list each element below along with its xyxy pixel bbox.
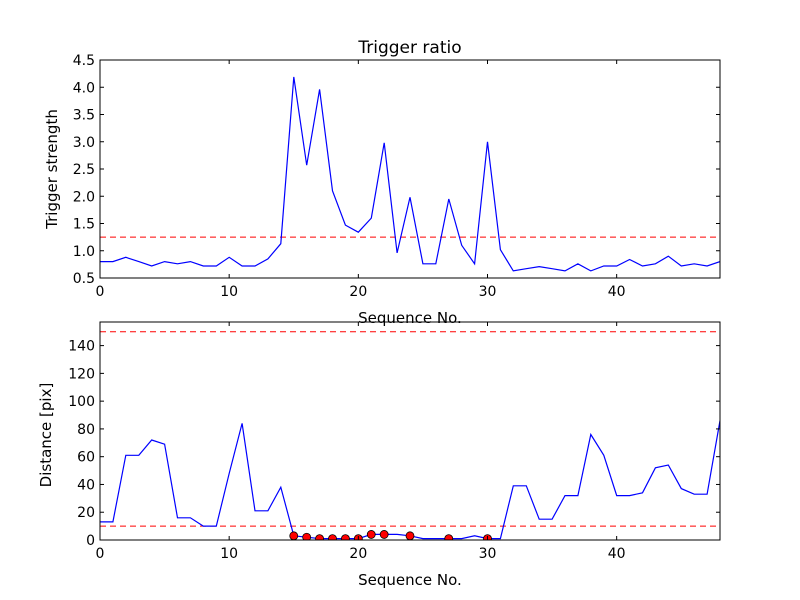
y-tick-label: 60 — [77, 450, 95, 466]
x-tick-label: 30 — [479, 284, 497, 300]
x-tick-label: 40 — [608, 284, 626, 300]
trigger-ratio-plot: Trigger ratio Sequence No. Trigger stren… — [43, 38, 721, 327]
data-point — [315, 534, 324, 540]
x-tick-label: 10 — [220, 546, 238, 562]
y-tick-label: 140 — [68, 339, 95, 355]
plot-title: Trigger ratio — [357, 38, 461, 58]
plot-area — [100, 76, 720, 272]
axes-frame — [99, 321, 721, 541]
y-tick-label: 40 — [77, 477, 95, 493]
y-tick-label: 0.5 — [73, 271, 95, 287]
x-tick-label: 20 — [349, 284, 367, 300]
x-tick-label: 40 — [608, 546, 626, 562]
x-tick-label: 0 — [96, 546, 105, 562]
y-tick-label: 1.5 — [73, 217, 95, 233]
x-tick-label: 20 — [349, 546, 367, 562]
y-tick-label: 4.5 — [73, 53, 95, 69]
y-tick-label: 4.0 — [73, 80, 95, 96]
series-line — [100, 420, 720, 540]
x-tick-label: 10 — [220, 284, 238, 300]
y-axis-label: Trigger strength — [43, 109, 61, 230]
x-axis-label: Sequence No. — [358, 571, 462, 589]
x-axis-label: Sequence No. — [358, 309, 462, 327]
y-tick-label: 80 — [77, 422, 95, 438]
x-tick-label: 0 — [96, 284, 105, 300]
y-tick-label: 2.0 — [73, 189, 95, 205]
data-point — [379, 530, 389, 539]
data-point — [289, 531, 299, 540]
data-point — [405, 531, 415, 540]
x-tick-label: 30 — [479, 546, 497, 562]
y-tick-label: 100 — [68, 394, 95, 410]
data-point — [444, 534, 454, 540]
y-axis-label: Distance [pix] — [37, 383, 55, 488]
y-tick-label: 120 — [68, 366, 95, 382]
data-point — [328, 534, 337, 540]
axes-frame — [99, 59, 721, 279]
y-tick-label: 2.5 — [73, 162, 95, 178]
y-tick-label: 20 — [77, 505, 95, 521]
y-tick-label: 3.5 — [73, 108, 95, 124]
y-tick-label: 0 — [86, 533, 95, 549]
plot-area — [100, 331, 720, 540]
distance-plot: Sequence No. Distance [pix] 0 10 20 30 40 0 20… — [37, 321, 721, 589]
data-point — [341, 534, 350, 540]
y-tick-label: 1.0 — [73, 244, 95, 260]
series-line — [100, 76, 720, 272]
data-point — [366, 530, 376, 539]
y-tick-label: 3.0 — [73, 135, 95, 151]
data-point — [302, 532, 312, 540]
